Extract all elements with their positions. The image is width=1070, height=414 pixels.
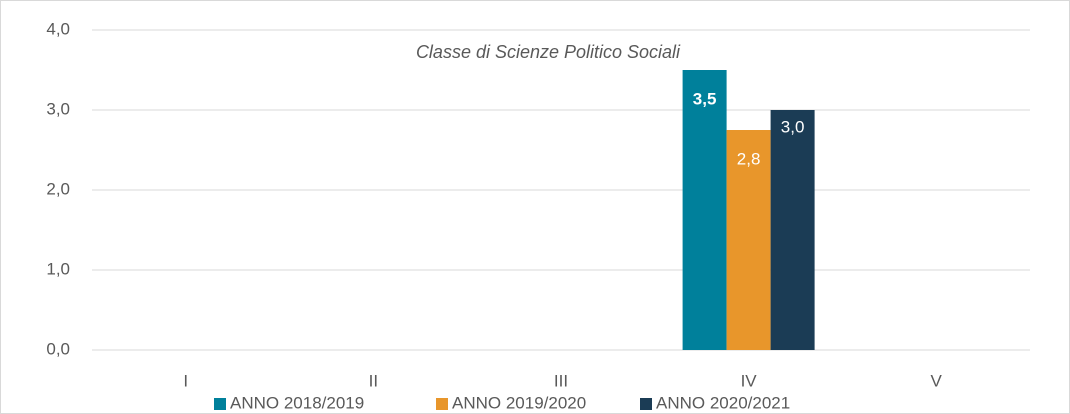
bar	[726, 130, 771, 350]
y-tick-label: 1,0	[46, 259, 70, 278]
x-tick-label: V	[931, 371, 943, 390]
y-tick-label: 2,0	[46, 179, 70, 198]
y-tick-label: 0,0	[46, 339, 70, 358]
bar	[682, 70, 727, 350]
x-tick-label: I	[183, 371, 188, 390]
legend-label: ANNO 2019/2020	[452, 393, 586, 412]
data-label: 3,0	[781, 117, 805, 136]
legend-label: ANNO 2020/2021	[656, 393, 790, 412]
chart-title: Classe di Scienze Politico Sociali	[416, 42, 681, 62]
y-tick-label: 3,0	[46, 99, 70, 118]
data-label: 3,5	[693, 89, 717, 108]
legend-swatch	[436, 398, 448, 410]
legend-label: ANNO 2018/2019	[230, 393, 364, 412]
y-tick-label: 4,0	[46, 19, 70, 38]
x-tick-label: III	[554, 371, 568, 390]
data-label: 2,8	[737, 149, 761, 168]
legend-swatch	[214, 398, 226, 410]
bar	[770, 110, 815, 350]
legend-swatch	[640, 398, 652, 410]
x-tick-label: II	[369, 371, 378, 390]
x-tick-label: IV	[741, 371, 758, 390]
